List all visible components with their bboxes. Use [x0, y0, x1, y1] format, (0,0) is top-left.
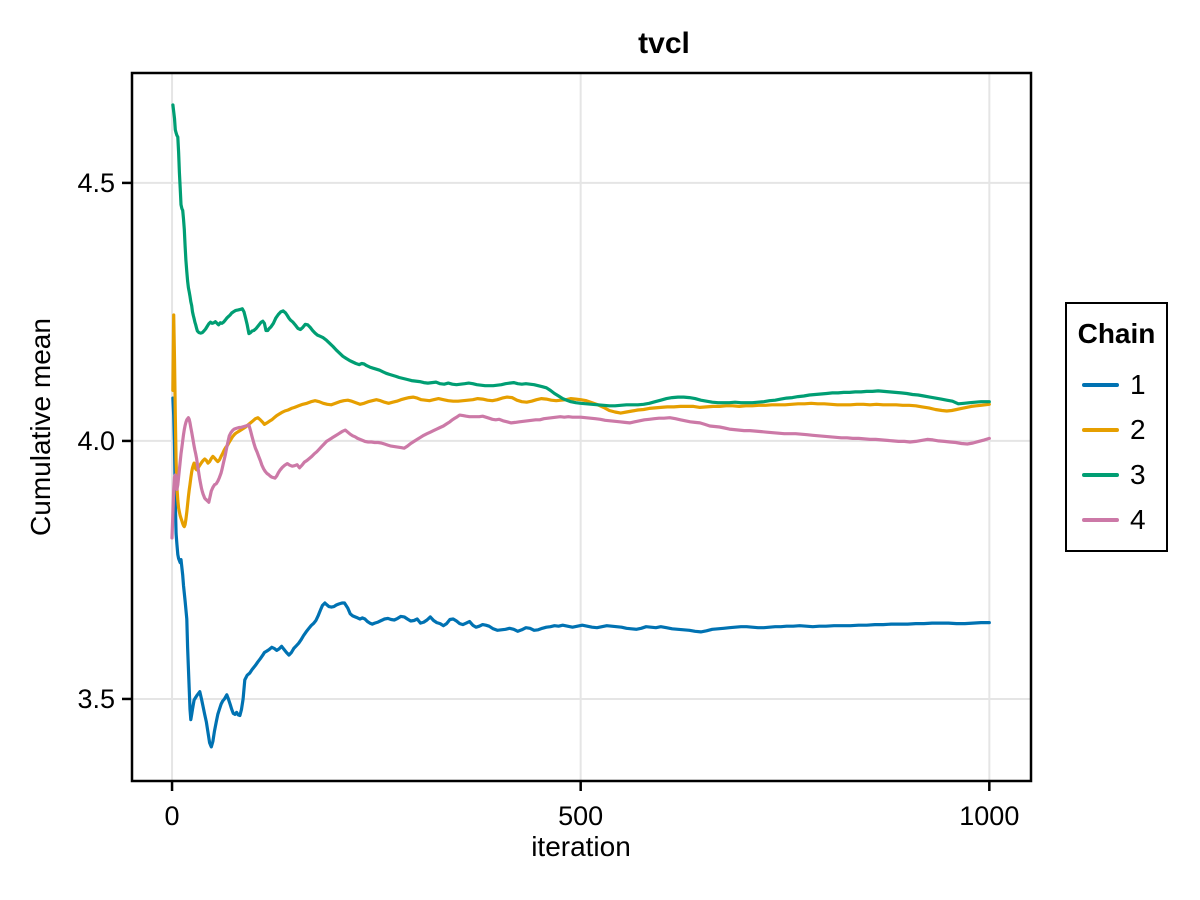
legend-entry-label: 4 — [1130, 503, 1146, 535]
series-lines — [170, 103, 991, 749]
legend-entry-chain-3: 3 — [1067, 452, 1166, 497]
y-tick-label: 4.0 — [77, 426, 115, 456]
y-tick-label: 3.5 — [77, 684, 115, 714]
axes-decor: 0 500 1000 3.5 4.0 4.5 — [77, 71, 1033, 831]
legend-entry-label: 2 — [1130, 413, 1146, 445]
series-line-chain-2 — [171, 313, 991, 529]
legend-entries: 1 2 3 4 — [1067, 362, 1166, 542]
legend-entry-label: 1 — [1130, 368, 1146, 400]
series-line-chain-4 — [170, 413, 991, 540]
x-axis-label: iteration — [531, 831, 631, 862]
x-tick-label: 0 — [165, 801, 180, 831]
y-tick-label: 4.5 — [77, 168, 115, 198]
x-tick-label: 1000 — [959, 801, 1019, 831]
legend-entry-chain-4: 4 — [1067, 497, 1166, 542]
legend-line-sample — [1082, 382, 1119, 387]
legend-line-sample — [1082, 427, 1119, 432]
plot-title: tvcl — [638, 27, 690, 60]
gridlines — [132, 73, 1031, 781]
legend-entry-chain-2: 2 — [1067, 407, 1166, 452]
legend-entry-chain-1: 1 — [1067, 362, 1166, 407]
y-axis-label: Cumulative mean — [25, 318, 56, 536]
series-line-chain-1 — [171, 396, 991, 749]
series-line-chain-3 — [171, 103, 991, 408]
legend-title: Chain — [1077, 318, 1156, 349]
legend-entry-label: 3 — [1130, 458, 1146, 490]
legend-line-sample — [1082, 517, 1119, 522]
legend: Chain 1 2 3 4 — [1065, 302, 1168, 552]
x-tick-label: 500 — [558, 801, 603, 831]
legend-line-sample — [1082, 472, 1119, 477]
